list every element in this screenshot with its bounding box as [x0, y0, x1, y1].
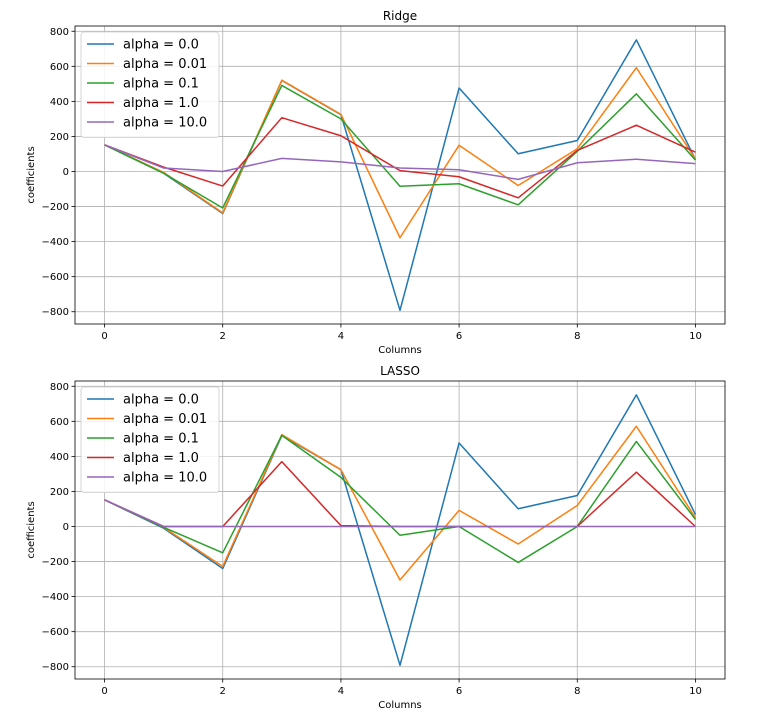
legend-label: alpha = 0.01 [123, 57, 207, 72]
y-tick-label: 0 [63, 167, 69, 178]
legend-label: alpha = 0.0 [123, 393, 199, 408]
series-line-alpha-0-01 [104, 66, 697, 239]
chart-title: Ridge [383, 9, 417, 23]
x-tick-label: 2 [220, 331, 226, 342]
legend-box [80, 31, 220, 138]
legend-label: alpha = 0.01 [123, 412, 207, 427]
y-tick-label: −800 [42, 662, 69, 673]
x-tick-label: 6 [456, 686, 462, 697]
x-tick-label: 10 [689, 686, 702, 697]
x-tick-label: 0 [101, 686, 107, 697]
x-tick-label: 8 [574, 331, 580, 342]
y-tick-label: 400 [50, 97, 69, 108]
y-tick-label: 600 [50, 62, 69, 73]
y-tick-label: −200 [42, 557, 69, 568]
y-axis-label: coefficients [26, 501, 37, 558]
chart-title: LASSO [380, 364, 420, 378]
y-tick-label: 800 [50, 382, 69, 393]
y-tick-label: −200 [42, 202, 69, 213]
legend-label: alpha = 10.0 [123, 116, 207, 131]
series-line-alpha-10-0 [104, 499, 696, 528]
y-tick-label: 600 [50, 417, 69, 428]
lasso-plot: 0 2 4 6 8 10 −800 −600 −400 −200 0 200 400 600 800 LASS… [26, 364, 726, 711]
y-tick-label: 200 [50, 132, 69, 143]
series-line-alpha-0-01 [104, 425, 697, 581]
y-tick-label: 400 [50, 452, 69, 463]
series-line-alpha-0-1 [104, 84, 697, 209]
y-tick-label: −600 [42, 272, 69, 283]
y-tick-label: 0 [63, 522, 69, 533]
y-tick-label: −800 [42, 307, 69, 318]
series-line-alpha-0-1 [104, 434, 697, 564]
x-tick-label: 4 [338, 686, 344, 697]
x-tick-label: 8 [574, 686, 580, 697]
x-tick-label: 10 [689, 331, 702, 342]
y-tick-label: 200 [50, 487, 69, 498]
x-tick-label: 0 [101, 331, 107, 342]
ridge-plot: 0 2 4 6 8 10 −800 −600 −400 −200 0 200 400 600 800 Ridg… [26, 9, 726, 356]
y-tick-label: −600 [42, 627, 69, 638]
y-axis-label: coefficients [26, 146, 37, 203]
series-line-alpha-0-0 [104, 394, 697, 667]
x-tick-label: 2 [220, 686, 226, 697]
x-tick-label: 4 [338, 331, 344, 342]
legend-label: alpha = 1.0 [123, 96, 199, 111]
axes-frame [74, 25, 726, 325]
y-tick-label: −400 [42, 237, 69, 248]
legend-label: alpha = 0.1 [123, 77, 199, 92]
legend-label: alpha = 10.0 [123, 471, 207, 486]
y-tick-label: −400 [42, 592, 69, 603]
series-line-alpha-10-0 [104, 144, 696, 181]
legend-label: alpha = 1.0 [123, 451, 199, 466]
legend-label: alpha = 0.1 [123, 432, 199, 447]
x-tick-label: 6 [456, 331, 462, 342]
x-axis-label: Columns [378, 700, 422, 711]
legend-label: alpha = 0.0 [123, 38, 199, 53]
axes-frame [74, 380, 726, 680]
series-line-alpha-1-0 [104, 116, 696, 199]
y-tick-label: 800 [50, 27, 69, 38]
x-axis-label: Columns [378, 345, 422, 356]
legend-box [80, 386, 220, 493]
